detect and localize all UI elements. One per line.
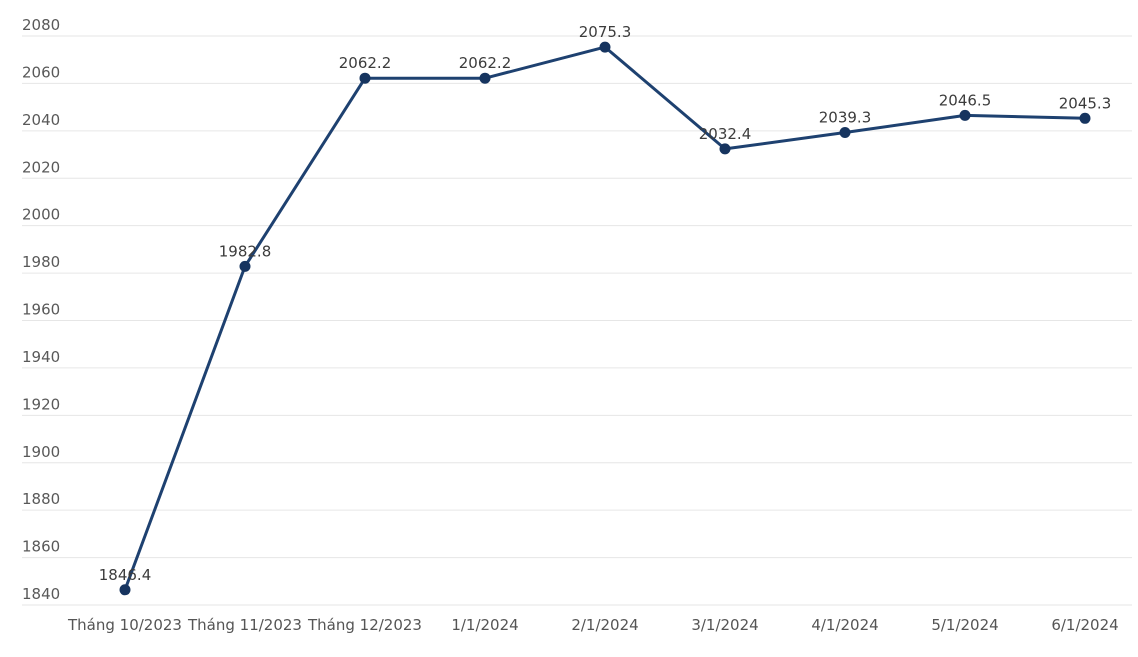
x-axis-label: Tháng 10/2023 <box>67 616 182 634</box>
y-axis-tick-label: 1940 <box>22 348 60 366</box>
data-point-label: 1846.4 <box>99 566 152 584</box>
data-point[interactable] <box>599 41 611 53</box>
data-point[interactable] <box>1079 112 1091 124</box>
data-point-label: 2075.3 <box>579 23 632 41</box>
data-point-label: 2046.5 <box>939 91 992 109</box>
y-axis-tick-label: 1900 <box>22 443 60 461</box>
x-axis-label: 5/1/2024 <box>931 616 998 634</box>
x-axis-label: Tháng 12/2023 <box>307 616 422 634</box>
data-line <box>123 45 1087 592</box>
x-axis-label: 2/1/2024 <box>571 616 638 634</box>
x-axis-label: Tháng 11/2023 <box>187 616 302 634</box>
x-axis-label: 4/1/2024 <box>811 616 878 634</box>
x-axis-label: 1/1/2024 <box>451 616 518 634</box>
data-point[interactable] <box>359 72 371 84</box>
data-point[interactable] <box>119 584 131 596</box>
data-point-label: 1982.8 <box>219 242 272 260</box>
x-axis-label: 6/1/2024 <box>1051 616 1118 634</box>
y-axis-tick-label: 2040 <box>22 111 60 129</box>
data-point-label: 2032.4 <box>699 125 752 143</box>
y-axis-tick-label: 1880 <box>22 490 60 508</box>
y-axis-tick-label: 2020 <box>22 158 60 176</box>
y-axis-tick-label: 1920 <box>22 395 60 413</box>
data-point[interactable] <box>959 109 971 121</box>
data-point-label: 2062.2 <box>459 54 512 72</box>
data-point[interactable] <box>239 260 251 272</box>
data-point[interactable] <box>479 72 491 84</box>
y-axis-tick-label: 2080 <box>22 16 60 34</box>
y-axis-tick-label: 1860 <box>22 538 60 556</box>
y-axis-tick-label: 2000 <box>22 206 60 224</box>
y-axis-tick-label: 1960 <box>22 301 60 319</box>
y-axis-tick-label: 1980 <box>22 253 60 271</box>
data-point[interactable] <box>719 143 731 155</box>
y-axis-tick-label: 2060 <box>22 63 60 81</box>
data-point[interactable] <box>839 127 851 138</box>
data-point-label: 2062.2 <box>339 54 392 72</box>
y-axis-tick-label: 1840 <box>22 585 60 603</box>
data-point-label: 2039.3 <box>819 109 872 127</box>
x-axis-label: 3/1/2024 <box>691 616 758 634</box>
data-point-label: 2045.3 <box>1059 94 1112 112</box>
